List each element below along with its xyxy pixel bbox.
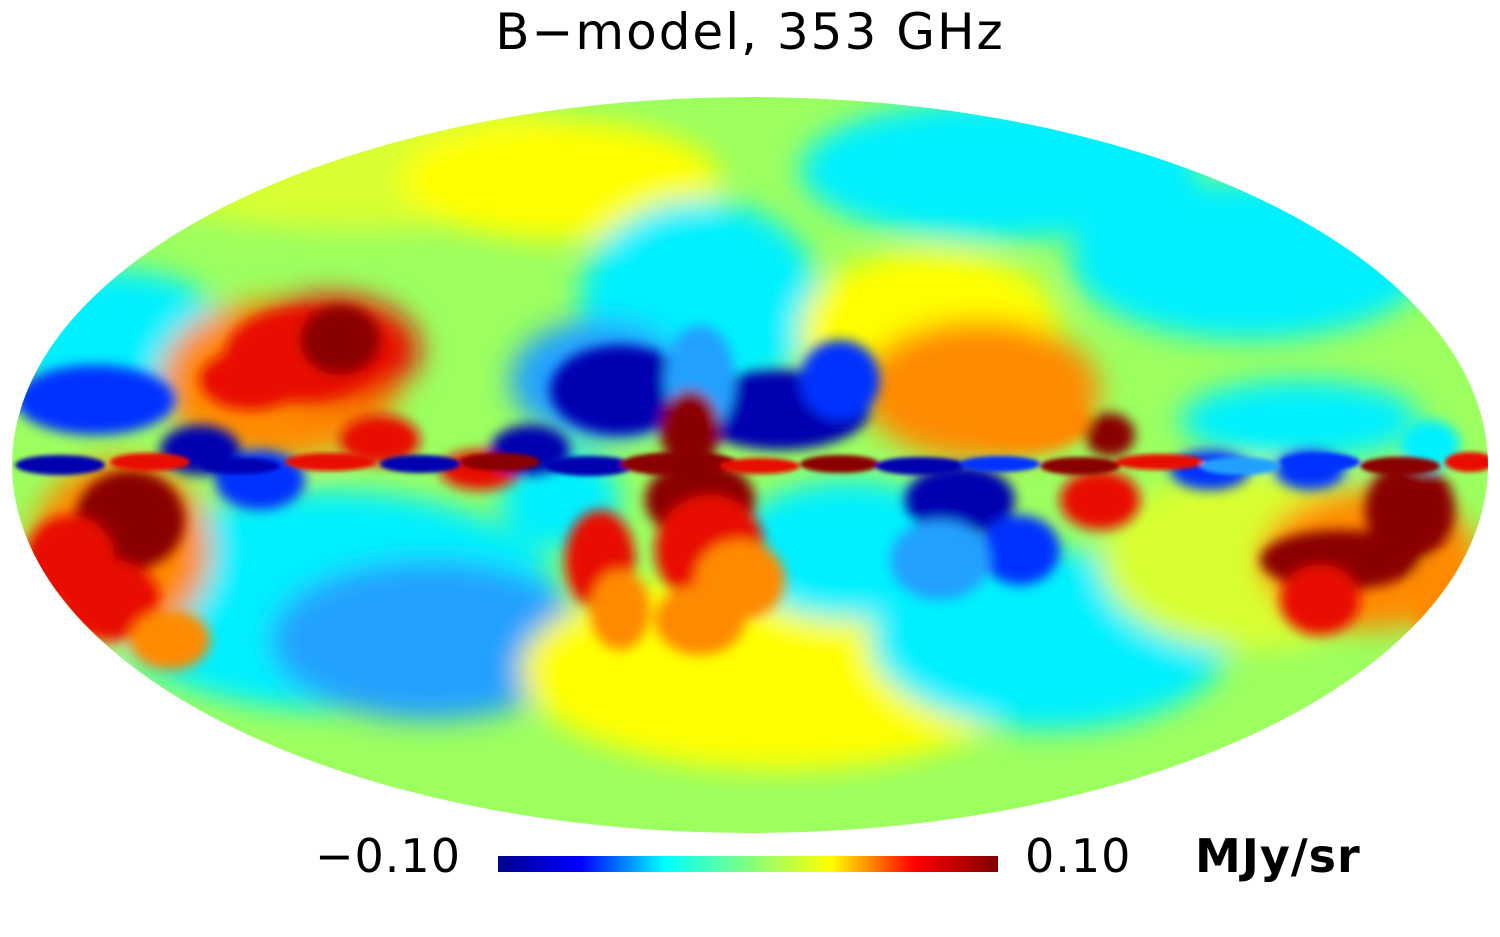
dust-cloud: [660, 390, 720, 470]
dust-cloud: [1280, 565, 1360, 635]
dust-cloud: [130, 610, 210, 670]
galactic-plane-feature: [545, 456, 635, 476]
dust-cloud: [1365, 460, 1455, 560]
colorbar-max-label: 0.10: [1025, 829, 1132, 883]
galactic-plane-feature: [620, 452, 740, 476]
galactic-plane-feature: [1200, 457, 1280, 475]
dust-cloud: [980, 515, 1060, 585]
dust-cloud: [655, 585, 745, 655]
galactic-plane-feature: [380, 455, 460, 473]
soft-structure: [1180, 380, 1420, 460]
dust-cloud: [15, 365, 175, 435]
map-title: B−model, 353 GHz: [495, 3, 1005, 61]
dust-cloud: [890, 520, 990, 600]
galactic-plane-feature: [1445, 452, 1488, 472]
map-disk: [12, 97, 1488, 833]
dust-cloud: [1400, 420, 1460, 470]
dust-cloud: [1085, 413, 1135, 457]
galactic-plane-feature: [875, 457, 965, 475]
dust-cloud: [200, 350, 300, 410]
galactic-plane-feature: [285, 453, 375, 471]
galactic-plane-feature: [960, 456, 1040, 472]
galactic-plane-feature: [1115, 454, 1205, 470]
dust-cloud: [550, 345, 690, 435]
dust-cloud: [1410, 560, 1470, 640]
dust-cloud: [300, 305, 380, 375]
colorbar-unit-label: MJy/sr: [1195, 829, 1361, 883]
galactic-plane-feature: [800, 455, 880, 473]
soft-structure: [1070, 180, 1430, 340]
dust-cloud: [340, 415, 420, 465]
galactic-plane-feature: [200, 458, 280, 474]
galactic-plane-feature: [720, 458, 800, 474]
galactic-plane-feature: [460, 453, 540, 471]
soft-structure: [270, 560, 590, 720]
galactic-plane-feature: [15, 455, 105, 475]
soft-structure: [400, 120, 720, 240]
dust-cloud: [970, 390, 1090, 450]
colorbar-gradient: [498, 856, 998, 872]
galactic-plane-feature: [1280, 453, 1360, 471]
medium-scale-structures: [15, 305, 1470, 670]
dust-cloud: [590, 570, 650, 650]
galactic-plane-feature: [1360, 457, 1440, 475]
dust-cloud: [800, 340, 880, 420]
colorbar-min-label: −0.10: [315, 829, 461, 883]
galactic-plane-feature: [110, 453, 190, 471]
galactic-plane-structures: [15, 452, 1488, 476]
dust-cloud: [905, 465, 1015, 535]
dust-cloud: [1060, 470, 1140, 530]
dust-cloud: [60, 560, 160, 640]
colorbar: [498, 856, 998, 872]
galactic-plane-feature: [1040, 457, 1120, 475]
